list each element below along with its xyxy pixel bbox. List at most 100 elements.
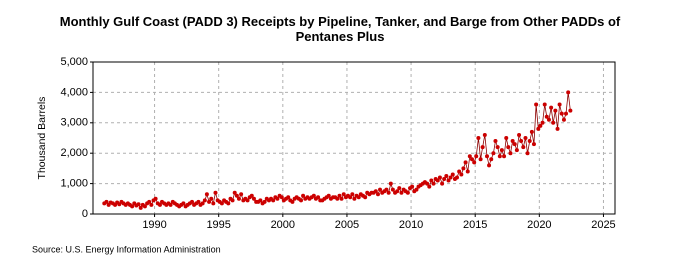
data-point xyxy=(480,145,485,150)
data-point xyxy=(239,192,244,197)
data-point xyxy=(410,184,415,189)
data-point xyxy=(249,193,254,198)
data-point xyxy=(527,139,532,144)
y-tick-label: 4,000 xyxy=(60,86,88,98)
data-point xyxy=(271,198,276,203)
data-point xyxy=(290,199,295,204)
data-point xyxy=(352,196,357,201)
data-point xyxy=(207,199,212,204)
data-point xyxy=(399,190,404,195)
data-point xyxy=(521,145,526,150)
data-point xyxy=(478,157,483,162)
data-point xyxy=(230,198,235,203)
data-point xyxy=(335,196,340,201)
data-point xyxy=(489,157,494,162)
y-tick-label: 2,000 xyxy=(60,147,88,159)
data-point xyxy=(502,154,507,159)
data-point xyxy=(561,117,566,122)
data-point xyxy=(373,189,378,194)
data-point xyxy=(299,198,304,203)
data-point xyxy=(378,187,383,192)
data-point xyxy=(311,193,316,198)
x-tick-label: 1990 xyxy=(142,219,166,231)
data-point xyxy=(564,111,569,116)
data-point xyxy=(491,151,496,156)
data-point xyxy=(534,102,539,107)
data-point xyxy=(495,145,500,150)
data-point xyxy=(472,160,477,165)
data-point xyxy=(444,174,449,178)
data-point xyxy=(168,202,173,207)
data-point xyxy=(236,196,241,201)
data-point xyxy=(405,190,410,195)
data-point xyxy=(510,139,515,144)
data-point xyxy=(476,136,481,140)
data-point xyxy=(485,154,490,159)
data-point xyxy=(499,148,504,153)
data-point xyxy=(474,154,479,159)
data-point xyxy=(149,202,154,207)
data-point xyxy=(414,187,419,192)
data-point xyxy=(529,129,534,134)
data-point xyxy=(226,201,231,206)
chart-title: Monthly Gulf Coast (PADD 3) Receipts by … xyxy=(59,14,621,44)
data-point xyxy=(508,151,513,156)
data-point xyxy=(538,123,543,128)
data-point xyxy=(463,160,468,165)
x-tick-label: 2020 xyxy=(527,219,551,231)
y-tick-label: 5,000 xyxy=(60,56,88,68)
y-axis-label: Thousand Barrels xyxy=(36,97,48,180)
data-point xyxy=(348,195,353,200)
data-point xyxy=(566,90,571,95)
x-tick-label: 1995 xyxy=(206,219,230,231)
data-point xyxy=(286,195,291,200)
data-point xyxy=(301,193,306,198)
y-tick-label: 0 xyxy=(82,208,88,220)
data-point xyxy=(350,192,355,197)
data-point xyxy=(219,201,224,206)
data-point xyxy=(316,195,321,200)
source: Source: U.S. Energy Information Administ… xyxy=(32,244,221,254)
data-point xyxy=(504,136,509,140)
data-point xyxy=(384,187,389,192)
data-point xyxy=(540,120,545,125)
data-point xyxy=(555,126,560,131)
data-point xyxy=(519,139,524,144)
data-point xyxy=(551,120,556,125)
data-point xyxy=(557,102,562,107)
data-point xyxy=(136,202,141,207)
data-point xyxy=(232,190,237,195)
data-point xyxy=(339,196,344,201)
data-point xyxy=(181,201,186,206)
data-point xyxy=(448,175,453,180)
data-point xyxy=(275,196,280,201)
data-point xyxy=(523,136,528,140)
data-point xyxy=(395,189,400,194)
data-point xyxy=(153,196,158,201)
y-tick-label: 1,000 xyxy=(60,178,88,190)
data-point xyxy=(138,205,143,210)
data-point xyxy=(251,196,256,201)
data-point xyxy=(363,195,368,200)
data-point xyxy=(390,187,395,192)
data-point xyxy=(467,154,472,159)
data-point xyxy=(397,186,402,191)
data-point xyxy=(147,199,152,204)
data-point xyxy=(546,117,551,122)
data-point xyxy=(213,190,218,195)
x-tick-label: 2025 xyxy=(591,219,615,231)
data-point xyxy=(461,166,466,171)
data-point xyxy=(196,199,201,204)
data-point xyxy=(258,198,263,203)
data-point xyxy=(482,132,487,137)
x-tick-label: 2005 xyxy=(335,219,359,231)
data-point xyxy=(559,111,564,116)
data-point xyxy=(454,175,459,180)
data-point xyxy=(386,190,391,195)
data-point xyxy=(190,199,195,204)
data-point xyxy=(142,204,147,209)
data-point xyxy=(465,169,470,174)
data-point xyxy=(157,202,162,207)
data-point xyxy=(568,108,573,113)
